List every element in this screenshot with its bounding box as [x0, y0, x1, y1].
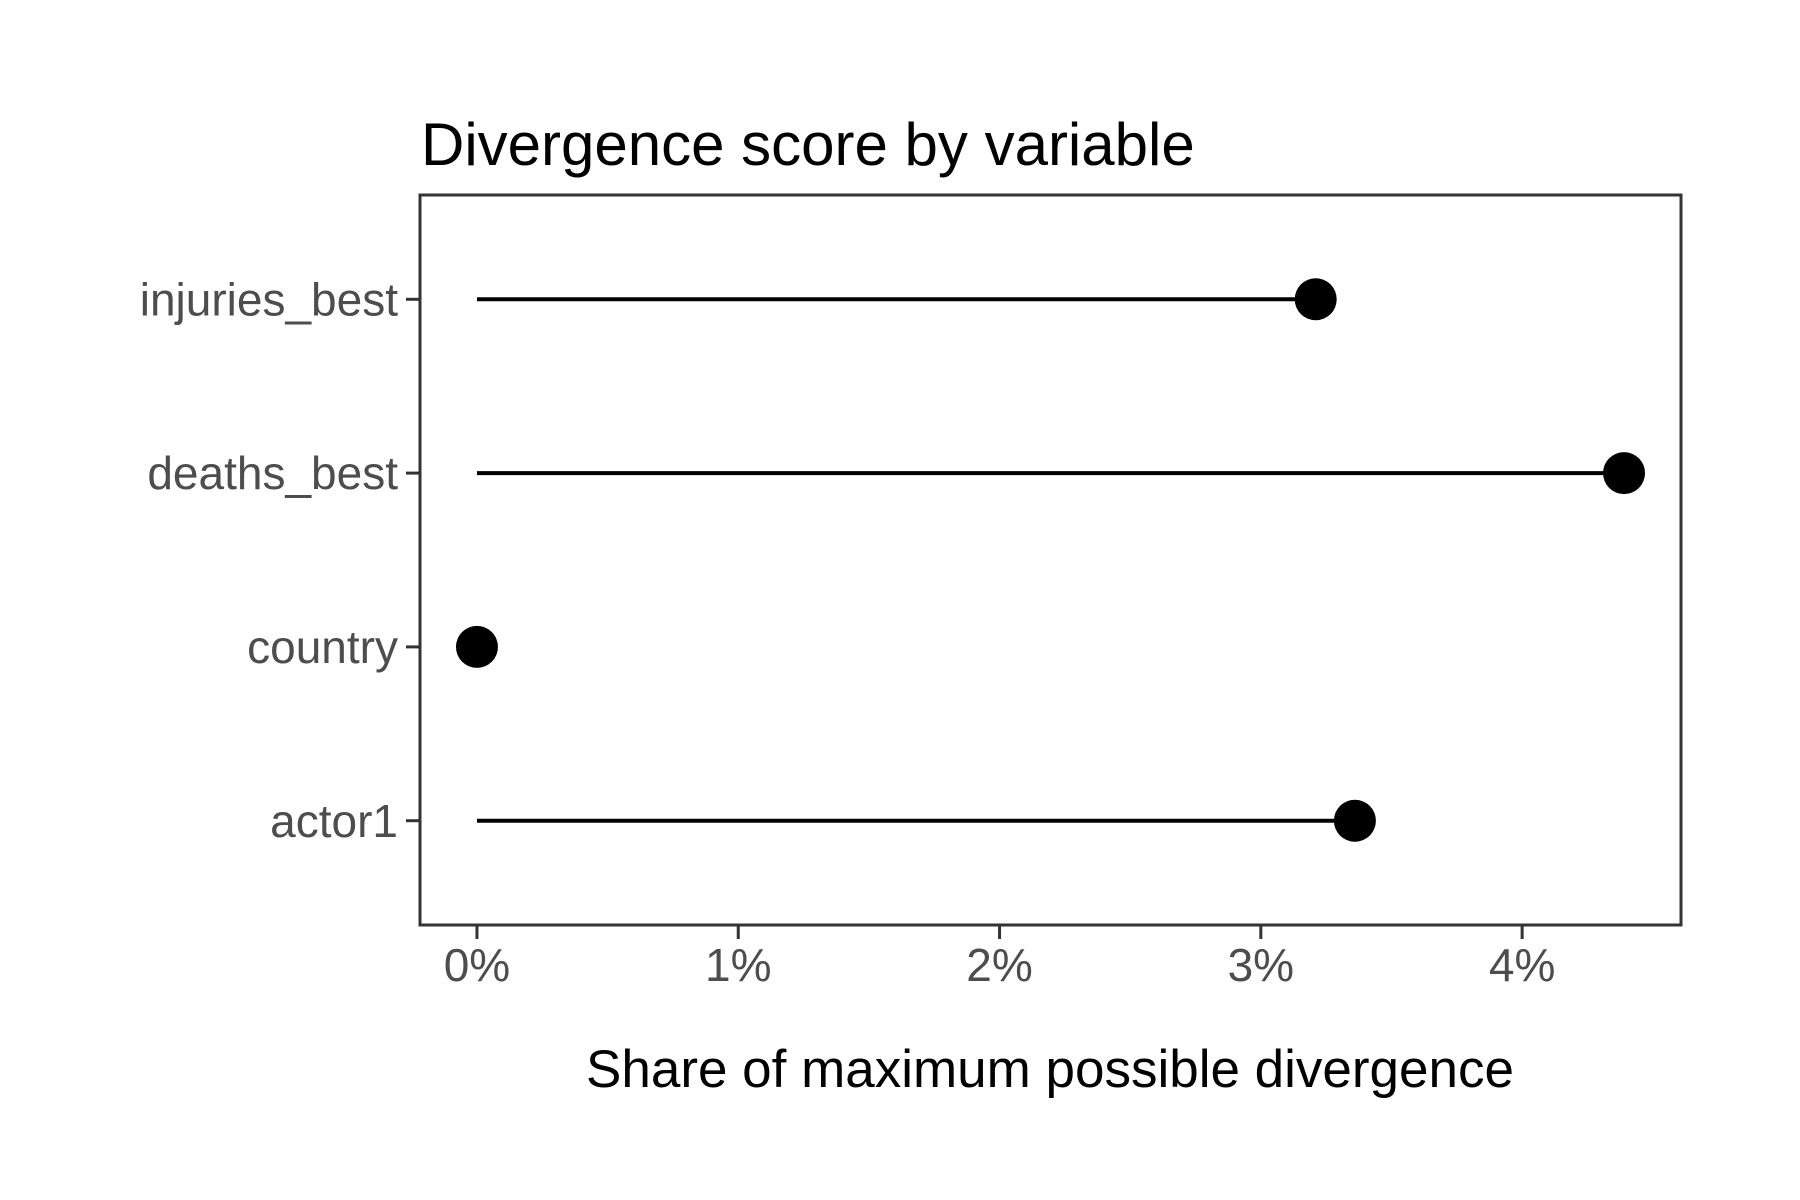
- y-axis-label: injuries_best: [140, 273, 398, 325]
- x-tick-label: 3%: [1228, 939, 1294, 991]
- lollipop-point: [455, 625, 498, 668]
- lollipop-point: [1294, 278, 1337, 321]
- y-axis-label: deaths_best: [147, 447, 398, 499]
- x-tick-label: 4%: [1489, 939, 1555, 991]
- x-tick-label: 2%: [966, 939, 1032, 991]
- chart-content-layer: 0% 1% 2% 3% 4% injuries_best deaths_bestcountr…: [140, 273, 1646, 991]
- x-axis-title: Share of maximum possible divergence: [586, 1040, 1514, 1099]
- y-axis-label: country: [247, 621, 398, 673]
- chart-title: Divergence score by variable: [421, 111, 1195, 178]
- y-axis-label: actor1: [270, 795, 398, 847]
- lollipop-point: [1603, 452, 1646, 495]
- x-tick-label: 1%: [705, 939, 771, 991]
- lollipop-point: [1333, 799, 1376, 842]
- x-tick-label: 0%: [444, 939, 510, 991]
- panel-border: [418, 193, 1683, 927]
